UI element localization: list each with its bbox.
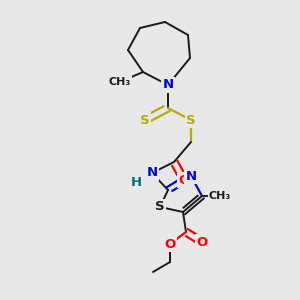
Text: O: O (196, 236, 208, 248)
Text: CH₃: CH₃ (109, 77, 131, 87)
Text: N: N (162, 79, 174, 92)
Text: O: O (178, 173, 190, 187)
Text: S: S (186, 113, 196, 127)
Text: CH₃: CH₃ (209, 191, 231, 201)
Text: N: N (146, 167, 158, 179)
Text: H: H (130, 176, 142, 188)
Text: S: S (140, 113, 150, 127)
Text: O: O (164, 238, 175, 250)
Text: S: S (155, 200, 165, 214)
Text: N: N (185, 169, 197, 182)
